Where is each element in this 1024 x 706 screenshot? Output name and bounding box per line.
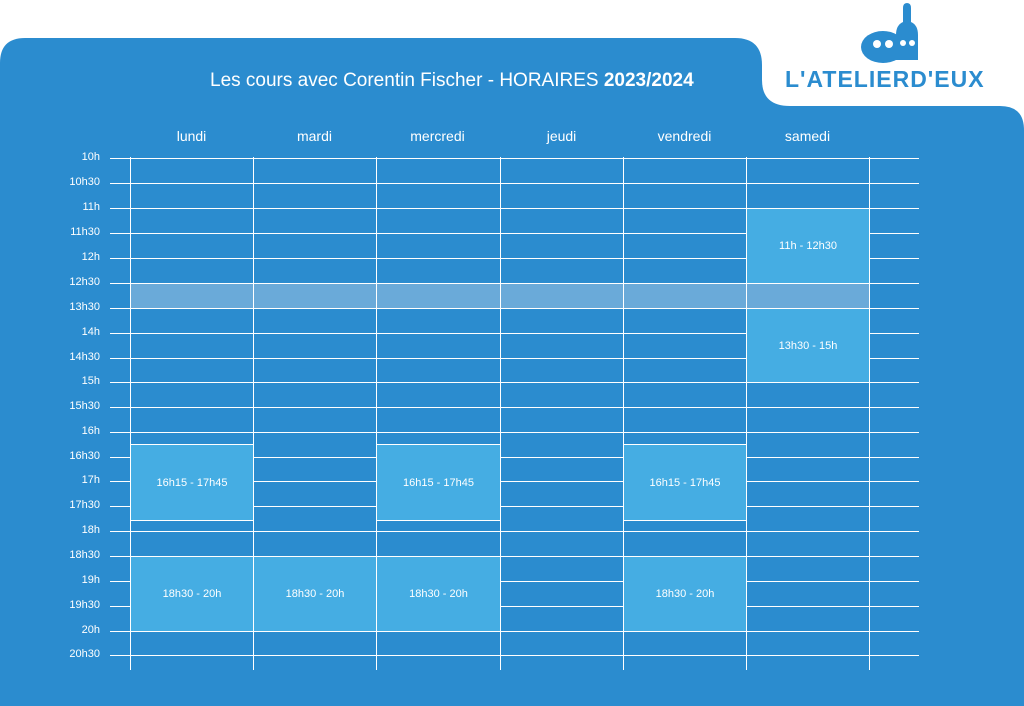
- day-header-jeudi: jeudi: [546, 128, 577, 144]
- row-line: [110, 158, 919, 159]
- row-line: [110, 308, 919, 309]
- time-label: 18h30: [69, 549, 100, 561]
- day-header-mardi: mardi: [296, 128, 332, 144]
- row-line: [110, 358, 919, 359]
- column-line: [746, 157, 747, 670]
- row-line: [110, 382, 919, 383]
- time-label: 15h30: [69, 400, 100, 412]
- row-line: [110, 631, 919, 632]
- row-line: [110, 457, 919, 458]
- day-header-lundi: lundi: [176, 128, 207, 144]
- time-label: 20h30: [69, 648, 100, 660]
- time-label: 12h: [81, 251, 100, 263]
- column-line: [130, 157, 131, 670]
- row-line: [110, 506, 919, 507]
- course-slot[interactable]: 13h30 - 15h: [746, 308, 870, 383]
- time-label: 13h30: [69, 301, 100, 313]
- course-slot[interactable]: 18h30 - 20h: [253, 556, 377, 632]
- time-label: 11h: [82, 201, 100, 213]
- row-line: [110, 407, 919, 408]
- logo-text: L'ATELIERD'EUX: [785, 66, 985, 92]
- row-line: [110, 233, 919, 234]
- time-label: 16h: [81, 425, 100, 437]
- row-line: [110, 606, 919, 607]
- column-line: [623, 157, 624, 670]
- time-label: 19h30: [69, 599, 100, 611]
- time-label: 14h: [81, 326, 100, 338]
- time-label: 17h30: [69, 499, 100, 511]
- time-label: 17h: [81, 474, 100, 486]
- time-label: 15h: [81, 375, 100, 387]
- time-label: 14h30: [69, 351, 100, 363]
- time-label: 10h: [81, 151, 100, 163]
- time-label: 18h: [81, 524, 100, 536]
- time-label: 10h30: [69, 176, 100, 188]
- row-line: [110, 258, 919, 259]
- row-line: [110, 581, 919, 582]
- row-line: [110, 531, 919, 532]
- course-slot[interactable]: 16h15 - 17h45: [376, 444, 501, 521]
- time-label: 19h: [81, 574, 100, 586]
- row-line: [110, 183, 919, 184]
- day-header-samedi: samedi: [784, 128, 831, 144]
- row-line: [110, 655, 919, 656]
- row-line: [110, 283, 919, 284]
- time-label: 11h30: [70, 226, 100, 238]
- course-slot[interactable]: 16h15 - 17h45: [623, 444, 747, 521]
- page-title: Les cours avec Corentin Fischer - HORAIR…: [210, 70, 694, 91]
- column-line: [253, 157, 254, 670]
- logo-monsters-icon: [861, 3, 918, 63]
- course-slot[interactable]: 16h15 - 17h45: [130, 444, 254, 521]
- row-line: [110, 333, 919, 334]
- day-header-mercredi: mercredi: [410, 128, 465, 144]
- course-slot[interactable]: 18h30 - 20h: [623, 556, 747, 632]
- row-line: [110, 208, 919, 209]
- course-slot[interactable]: 18h30 - 20h: [130, 556, 254, 632]
- row-line: [110, 432, 919, 433]
- course-slot[interactable]: 11h - 12h30: [746, 208, 870, 284]
- time-label: 16h30: [69, 450, 100, 462]
- time-label: 12h30: [69, 276, 100, 288]
- column-line: [376, 157, 377, 670]
- column-line: [500, 157, 501, 670]
- row-line: [110, 481, 919, 482]
- column-line: [869, 157, 870, 670]
- day-header-vendredi: vendredi: [657, 128, 712, 144]
- time-label: 20h: [81, 624, 100, 636]
- row-line: [110, 556, 919, 557]
- course-slot[interactable]: 18h30 - 20h: [376, 556, 501, 632]
